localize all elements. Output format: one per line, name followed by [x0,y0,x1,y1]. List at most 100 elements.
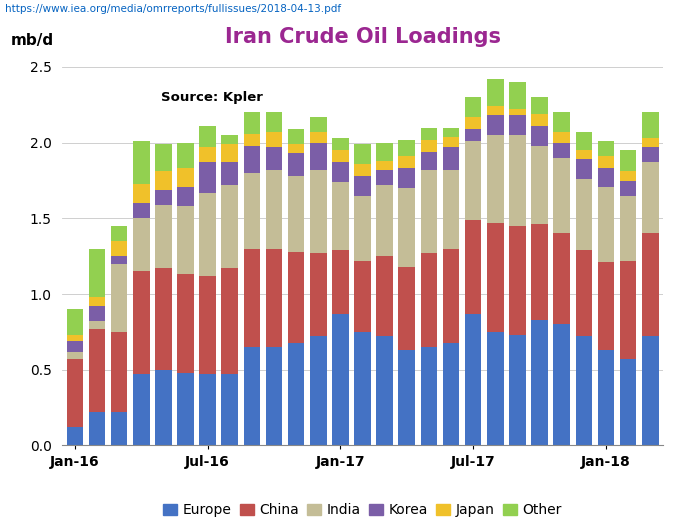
Bar [111,332,127,412]
Bar [531,224,548,320]
Bar [177,206,194,275]
Bar [155,190,172,205]
Bar [620,150,636,171]
Bar [133,219,150,271]
Bar [310,337,326,445]
Legend: Europe, China, India, Korea, Japan, Other: Europe, China, India, Korea, Japan, Othe… [157,498,568,518]
Bar [354,144,371,164]
Bar [399,267,415,350]
Bar [66,341,83,352]
Bar [575,337,592,445]
Bar [553,324,570,445]
Bar [66,352,83,359]
Bar [575,150,592,160]
Bar [222,135,238,144]
Bar [465,141,482,220]
Bar [89,249,105,297]
Bar [265,147,282,170]
Bar [620,359,636,445]
Bar [288,129,304,144]
Bar [66,335,83,341]
Bar [443,342,460,445]
Bar [443,137,460,147]
Bar [199,375,216,445]
Bar [354,261,371,332]
Bar [89,329,105,412]
Bar [332,314,349,445]
Bar [133,203,150,219]
Bar [399,168,415,188]
Bar [465,117,482,129]
Bar [111,264,127,332]
Bar [89,297,105,306]
Bar [89,412,105,445]
Bar [177,142,194,168]
Bar [642,138,659,147]
Bar [443,127,460,137]
Bar [288,342,304,445]
Bar [199,193,216,276]
Bar [443,147,460,170]
Bar [332,182,349,250]
Bar [310,253,326,337]
Bar [376,185,393,256]
Bar [310,117,326,132]
Bar [421,347,437,445]
Bar [244,347,260,445]
Bar [310,142,326,170]
Bar [443,170,460,249]
Bar [265,249,282,347]
Bar [177,186,194,206]
Bar [553,142,570,158]
Bar [244,134,260,146]
Bar [531,146,548,224]
Bar [465,97,482,117]
Bar [465,129,482,141]
Bar [376,142,393,161]
Bar [575,250,592,337]
Bar [332,250,349,314]
Bar [487,106,503,116]
Bar [332,150,349,162]
Bar [177,373,194,445]
Bar [244,249,260,347]
Bar [265,132,282,147]
Bar [66,359,83,427]
Bar [487,332,503,445]
Bar [421,253,437,347]
Bar [399,350,415,445]
Bar [642,337,659,445]
Bar [399,156,415,168]
Bar [509,116,526,135]
Bar [244,112,260,134]
Bar [89,306,105,321]
Bar [133,183,150,203]
Bar [376,161,393,170]
Bar [531,320,548,445]
Bar [487,135,503,223]
Bar [177,168,194,186]
Bar [199,147,216,162]
Bar [244,146,260,173]
Bar [531,114,548,126]
Bar [421,127,437,140]
Bar [598,350,614,445]
Bar [111,226,127,241]
Bar [265,347,282,445]
Bar [222,268,238,375]
Bar [155,205,172,268]
Bar [354,332,371,445]
Bar [421,140,437,152]
Bar [376,337,393,445]
Bar [553,234,570,324]
Bar [354,196,371,261]
Bar [598,186,614,262]
Bar [133,271,150,375]
Bar [332,162,349,182]
Bar [288,153,304,176]
Bar [531,126,548,146]
Bar [509,135,526,226]
Bar [509,335,526,445]
Bar [620,261,636,359]
Bar [509,226,526,335]
